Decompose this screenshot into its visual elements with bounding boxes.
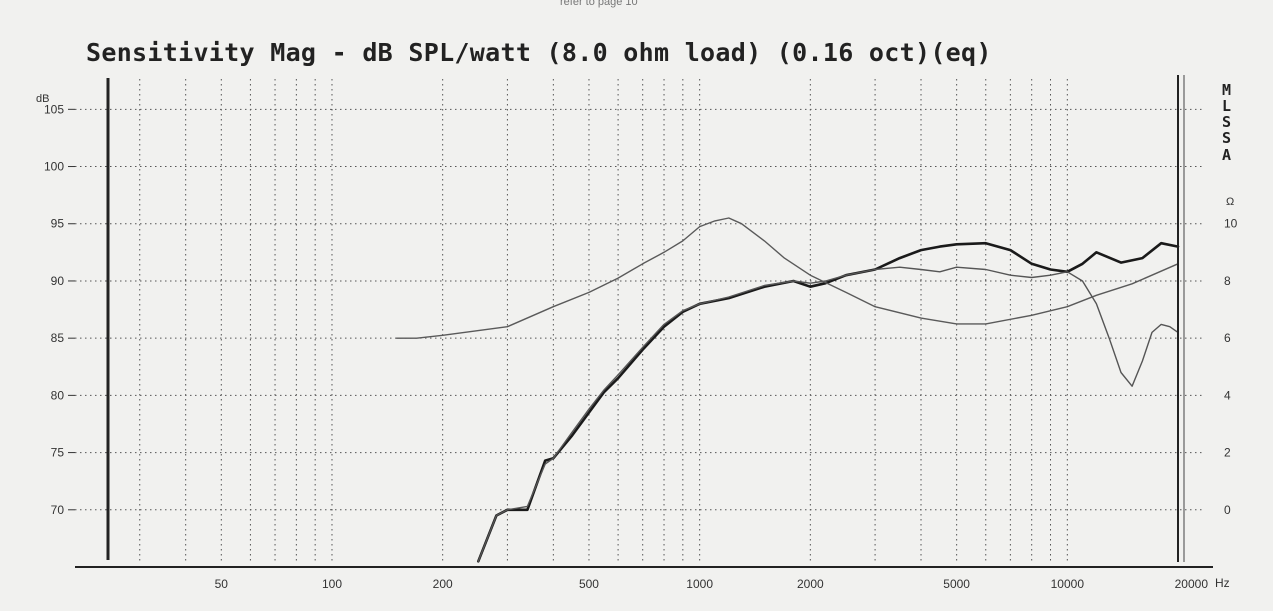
labels: dB Ω Hz M L S S A 105 100 95 90 85 80 75 70 10 8 6… (36, 81, 1238, 591)
y2-tick-label: 0 (1224, 503, 1231, 517)
y2-tick-label: 6 (1224, 331, 1231, 345)
y2-tick-label: 2 (1224, 446, 1231, 460)
x-tick-label: 5000 (943, 577, 970, 591)
y2-tick-label: 8 (1224, 274, 1231, 288)
corner-letter-2: S (1222, 113, 1231, 131)
y2-tick-label: 10 (1224, 217, 1238, 231)
grid (68, 79, 1202, 563)
series-line-0 (476, 241, 1180, 563)
corner-letter-3: S (1222, 129, 1231, 147)
y-tick-label: 95 (51, 217, 65, 231)
x-tick-label: 1000 (686, 577, 713, 591)
series-line-2 (396, 217, 1179, 339)
series-line-1 (477, 266, 1179, 562)
y-tick-label: 85 (51, 331, 65, 345)
x-tick-label: 20000 (1175, 577, 1209, 591)
y2-tick-label: 4 (1224, 388, 1231, 402)
chart-title: Sensitivity Mag - dB SPL/watt (8.0 ohm l… (86, 38, 992, 67)
x-tick-label: 100 (322, 577, 342, 591)
x-tick-label: 2000 (797, 577, 824, 591)
x-tick-label: 200 (433, 577, 453, 591)
y-tick-label: 80 (51, 388, 65, 402)
y-tick-label: 105 (44, 102, 64, 116)
corner-letter-1: L (1222, 97, 1231, 115)
y-tick-label: 90 (51, 274, 65, 288)
y-tick-label: 100 (44, 160, 64, 174)
page-note: refer to page 10 (560, 0, 638, 8)
series-group (396, 217, 1180, 563)
y-unit-label: dB (36, 93, 49, 105)
corner-label: M L S S A (1222, 81, 1231, 164)
axes (75, 75, 1213, 568)
x-tick-label: 500 (579, 577, 599, 591)
corner-letter-4: A (1222, 146, 1231, 164)
x-tick-label: 50 (215, 577, 229, 591)
y-tick-label: 75 (51, 446, 65, 460)
y-tick-label: 70 (51, 503, 65, 517)
y2-unit-label: Ω (1226, 196, 1234, 208)
x-unit-label: Hz (1215, 576, 1230, 590)
corner-letter-0: M (1222, 81, 1231, 99)
x-tick-label: 10000 (1051, 577, 1085, 591)
